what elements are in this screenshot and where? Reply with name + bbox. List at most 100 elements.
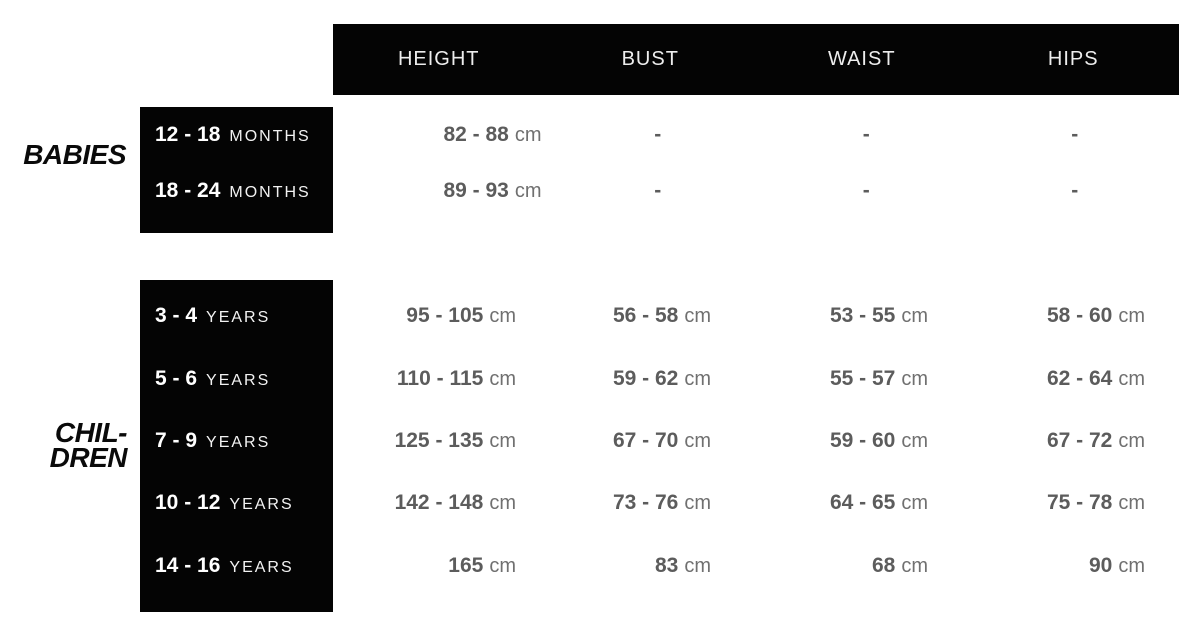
waist-value-cell: - — [762, 179, 971, 203]
table-row: 3 - 4 YEARS 95 - 105 cm 56 - 58 cm 53 - … — [140, 285, 1179, 347]
bust-value-cell: 83 cm — [528, 554, 745, 578]
height-value-cell: 95 - 105 cm — [333, 304, 528, 328]
bust-value-cell: 73 - 76 cm — [528, 491, 745, 515]
age-range-cell: 5 - 6 YEARS — [140, 367, 333, 391]
table-row: 12 - 18 MONTHS 82 - 88 cm - - - — [140, 107, 1179, 163]
column-header-waist: WAIST — [827, 48, 896, 70]
height-value: 89 - 93 — [443, 179, 509, 202]
waist-value: 53 - 55 — [829, 304, 896, 328]
waist-unit: cm — [901, 554, 928, 577]
age-range-cell: 14 - 16 YEARS — [140, 554, 333, 578]
height-unit: cm — [514, 124, 542, 146]
hips-value: 67 - 72 — [1046, 429, 1113, 453]
height-value: 82 - 88 — [443, 123, 509, 146]
bust-value-cell: 67 - 70 cm — [528, 429, 745, 453]
height-value: 95 - 105 — [406, 304, 484, 328]
waist-value-cell: 59 - 60 cm — [745, 429, 962, 453]
bust-unit: cm — [684, 554, 711, 577]
waist-value-cell: 53 - 55 cm — [745, 304, 962, 328]
children-rows: 3 - 4 YEARS 95 - 105 cm 56 - 58 cm 53 - … — [140, 285, 1179, 597]
children-label-box-bg — [140, 280, 333, 612]
hips-unit: cm — [1118, 430, 1145, 453]
height-value-cell: 165 cm — [333, 554, 528, 578]
age-range-cell: 3 - 4 YEARS — [140, 304, 333, 328]
section-label-line: BABIES — [23, 139, 126, 170]
hips-value-cell: 58 - 60 cm — [962, 304, 1179, 328]
table-row: 18 - 24 MONTHS 89 - 93 cm - - - — [140, 163, 1179, 219]
column-header-hips: HIPS — [1047, 48, 1099, 70]
hips-value: 58 - 60 — [1046, 304, 1113, 328]
bust-value: 67 - 70 — [612, 429, 679, 453]
age-unit: YEARS — [206, 434, 271, 452]
age-range-cell: 10 - 12 YEARS — [140, 491, 333, 515]
table-row: 7 - 9 YEARS 125 - 135 cm 67 - 70 cm 59 -… — [140, 410, 1179, 472]
hips-value-cell: 90 cm — [962, 554, 1179, 578]
bust-unit: cm — [684, 492, 711, 515]
age-range: 5 - 6 — [155, 366, 198, 390]
waist-value-cell: - — [762, 123, 971, 147]
column-header-bust: BUST — [621, 48, 679, 70]
waist-value-cell: 55 - 57 cm — [745, 367, 962, 391]
age-range: 10 - 12 — [155, 491, 221, 515]
hips-value: - — [1071, 179, 1079, 202]
age-range: 3 - 4 — [155, 304, 198, 328]
age-range-cell: 7 - 9 YEARS — [140, 429, 333, 453]
age-unit: MONTHS — [229, 128, 311, 145]
age-range: 7 - 9 — [155, 429, 198, 453]
age-unit: MONTHS — [229, 184, 311, 201]
hips-value-cell: 67 - 72 cm — [962, 429, 1179, 453]
section-label-children: CHIL- DREN — [0, 419, 128, 473]
hips-unit: cm — [1118, 492, 1145, 515]
bust-unit: cm — [684, 305, 711, 328]
hips-unit: cm — [1118, 305, 1145, 328]
age-unit: YEARS — [229, 496, 294, 514]
bust-value: 83 — [654, 553, 679, 577]
height-value: 125 - 135 — [394, 429, 484, 453]
height-unit: cm — [489, 367, 516, 390]
waist-value: - — [862, 123, 870, 146]
waist-unit: cm — [901, 492, 928, 515]
waist-value: 64 - 65 — [829, 491, 896, 515]
height-unit: cm — [489, 492, 516, 515]
waist-value-cell: 64 - 65 cm — [745, 491, 962, 515]
babies-rows: 12 - 18 MONTHS 82 - 88 cm - - - 18 - — [140, 107, 1179, 219]
hips-value-cell: 62 - 64 cm — [962, 367, 1179, 391]
age-range: 18 - 24 — [155, 179, 221, 202]
bust-unit: cm — [684, 430, 711, 453]
height-unit: cm — [489, 430, 516, 453]
hips-value-cell: 75 - 78 cm — [962, 491, 1179, 515]
waist-unit: cm — [901, 305, 928, 328]
height-value: 110 - 115 — [396, 366, 484, 390]
bust-unit: cm — [684, 367, 711, 390]
hips-unit: cm — [1118, 554, 1145, 577]
waist-unit: cm — [901, 430, 928, 453]
age-range-cell: 12 - 18 MONTHS — [140, 123, 333, 147]
hips-value: - — [1071, 123, 1079, 146]
measure-header-row: HEIGHT BUST WAIST HIPS — [333, 24, 1179, 95]
height-value: 165 — [448, 553, 484, 577]
hips-value: 62 - 64 — [1046, 366, 1113, 390]
bust-value: 56 - 58 — [612, 304, 679, 328]
waist-value: 55 - 57 — [829, 366, 896, 390]
waist-value-cell: 68 cm — [745, 554, 962, 578]
height-unit: cm — [514, 180, 542, 202]
section-label-babies: BABIES — [0, 139, 126, 171]
bust-value-cell: - — [554, 179, 763, 203]
age-range-cell: 18 - 24 MONTHS — [140, 179, 333, 203]
age-range: 12 - 18 — [155, 123, 221, 146]
age-unit: YEARS — [206, 309, 271, 327]
height-unit: cm — [489, 305, 516, 328]
table-row: 5 - 6 YEARS 110 - 115 cm 59 - 62 cm 55 -… — [140, 347, 1179, 409]
hips-value-cell: - — [971, 123, 1180, 147]
section-label-line: DREN — [49, 442, 128, 473]
babies-label-box-bg — [140, 107, 333, 233]
waist-value: 59 - 60 — [829, 429, 896, 453]
waist-value: 68 — [871, 553, 896, 577]
hips-unit: cm — [1118, 367, 1145, 390]
hips-value-cell: - — [971, 179, 1180, 203]
table-row: 10 - 12 YEARS 142 - 148 cm 73 - 76 cm 64… — [140, 472, 1179, 534]
bust-value-cell: 59 - 62 cm — [528, 367, 745, 391]
bust-value: - — [654, 179, 662, 202]
bust-value-cell: 56 - 58 cm — [528, 304, 745, 328]
